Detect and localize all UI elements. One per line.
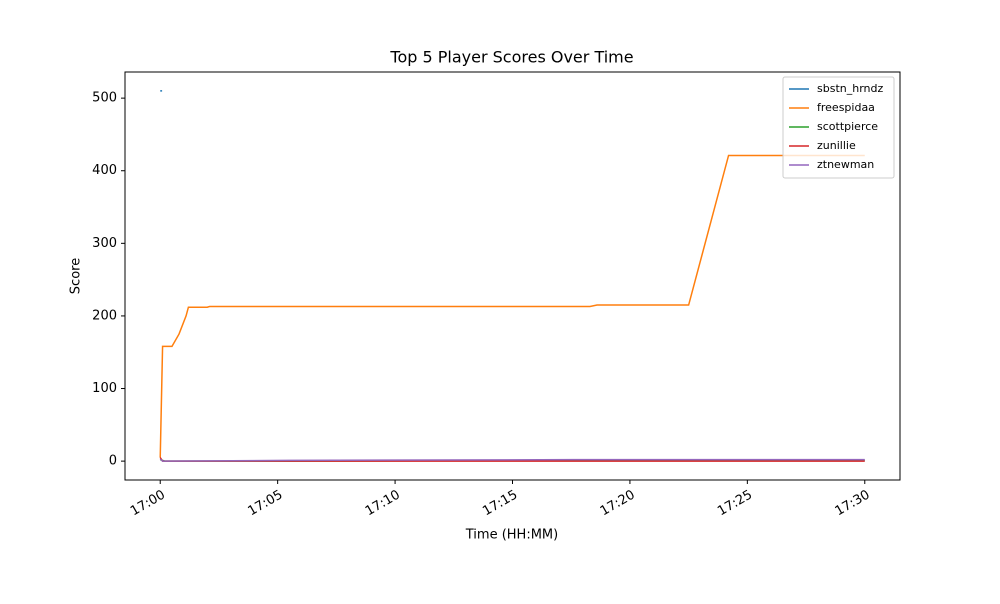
y-tick-label: 300 — [92, 236, 117, 251]
legend-label: freespidaa — [817, 101, 875, 114]
series-line — [159, 458, 865, 462]
chart-title: Top 5 Player Scores Over Time — [389, 48, 633, 67]
legend-label: ztnewman — [817, 158, 874, 171]
y-tick-label: 500 — [92, 91, 117, 106]
plot-frame — [124, 71, 901, 481]
x-tick-label: 17:05 — [245, 488, 285, 520]
x-axis-label: Time (HH:MM) — [465, 528, 558, 543]
x-tick-label: 17:30 — [833, 488, 873, 520]
x-tick-label: 17:10 — [363, 488, 403, 520]
legend-label: scottpierce — [817, 120, 878, 133]
y-tick-label: 200 — [92, 308, 117, 323]
y-tick-label: 100 — [92, 381, 117, 396]
x-tick-label: 17:00 — [128, 488, 168, 520]
legend-label: zunillie — [817, 139, 856, 152]
series-line — [159, 154, 865, 458]
y-axis-label: Score — [69, 258, 84, 294]
x-tick-label: 17:15 — [480, 488, 520, 520]
y-tick-label: 0 — [109, 454, 117, 469]
x-tick-label: 17:25 — [715, 488, 755, 520]
legend-label: sbstn_hrndz — [817, 82, 883, 95]
legend-box — [782, 76, 895, 179]
y-tick-label: 400 — [92, 163, 117, 178]
x-tick-label: 17:20 — [598, 488, 638, 520]
